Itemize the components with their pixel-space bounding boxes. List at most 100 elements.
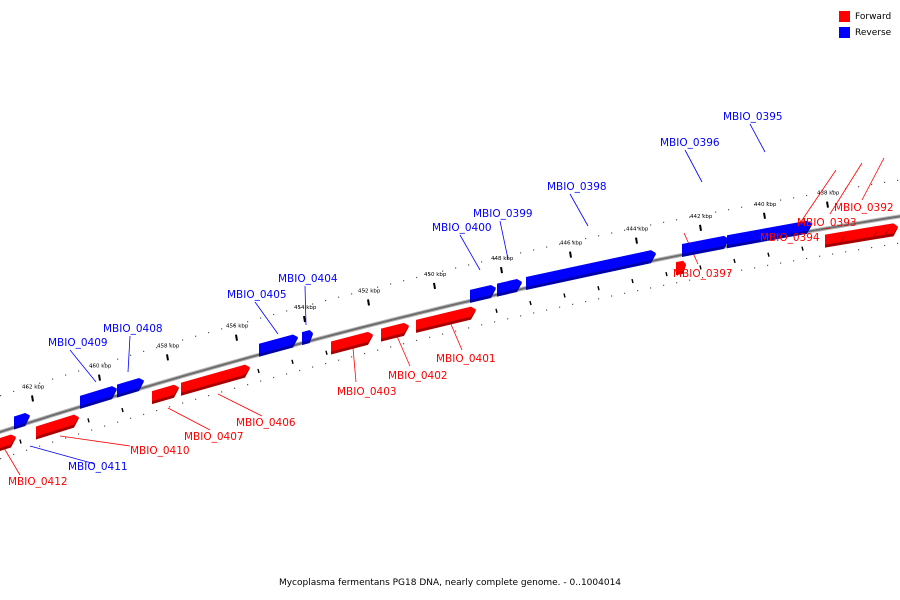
minor-tick — [563, 293, 566, 298]
upper-guide-dot — [390, 283, 392, 285]
minor-tick — [19, 439, 22, 444]
lower-guide-dot — [403, 343, 405, 345]
minor-tick — [121, 407, 124, 413]
gene-mbio_0399[interactable] — [497, 278, 522, 294]
gene-mbio_0404[interactable] — [302, 330, 313, 343]
upper-guide-dot — [442, 270, 444, 272]
minor-tick — [291, 359, 294, 364]
gene-mbio_0408[interactable] — [117, 378, 144, 395]
label-mbio_0411[interactable]: MBIO_0411 — [68, 461, 128, 473]
label-mbio_0406[interactable]: MBIO_0406 — [236, 417, 296, 429]
lower-guide-dot — [299, 369, 301, 372]
upper-guide-dot — [312, 303, 314, 305]
gene-mbio_0394[interactable] — [840, 226, 878, 243]
lower-guide-dot — [780, 262, 782, 264]
upper-guide-dot — [728, 209, 730, 211]
gene-mbio_0397[interactable] — [676, 260, 686, 273]
minor-tick — [733, 258, 736, 264]
gene-mbio_0400[interactable] — [470, 284, 496, 300]
upper-guide-dot — [858, 186, 860, 188]
label-mbio_0401[interactable]: MBIO_0401 — [436, 353, 496, 365]
label-mbio_0400[interactable]: MBIO_0400 — [432, 222, 492, 234]
lower-guide-dot — [624, 292, 626, 294]
leader-mbio_0407 — [167, 407, 211, 431]
lower-guide-dot — [273, 376, 275, 379]
label-mbio_0402[interactable]: MBIO_0402 — [388, 370, 448, 382]
upper-guide-dot — [611, 232, 613, 234]
upper-guide-dot — [494, 258, 496, 260]
upper-guide-dot — [247, 321, 249, 323]
leader-mbio_0411 — [29, 445, 96, 465]
gene-mbio_0411[interactable] — [14, 412, 30, 427]
lower-guide-dot — [247, 384, 249, 386]
upper-guide-dot — [676, 219, 678, 221]
gene-mbio_0406[interactable] — [181, 364, 250, 393]
gene-mbio_0409[interactable] — [80, 386, 117, 406]
upper-guide-dot — [130, 354, 132, 356]
scale-tick — [433, 282, 436, 290]
lower-guide-dot — [546, 309, 548, 311]
label-mbio_0393[interactable]: MBIO_0393 — [797, 217, 857, 229]
lower-guide-dot — [897, 242, 899, 244]
label-mbio_0407[interactable]: MBIO_0407 — [184, 431, 244, 443]
lower-guide-dot — [611, 295, 613, 297]
upper-guide-dot — [273, 313, 275, 316]
scale-label: 444 kbp — [626, 227, 649, 233]
upper-guide-dot — [806, 194, 808, 197]
lower-guide-dot — [845, 251, 847, 253]
gene-mbio_0403[interactable] — [331, 331, 373, 352]
gene-mbio_0402[interactable] — [381, 322, 409, 339]
upper-guide-dot — [520, 252, 522, 254]
scale-label: 462 kbp — [22, 384, 45, 390]
label-mbio_0409[interactable]: MBIO_0409 — [48, 337, 108, 349]
minor-tick — [325, 350, 328, 355]
gene-mbio_0393[interactable] — [873, 224, 889, 237]
lower-guide-dot — [481, 324, 483, 326]
lower-guide-dot — [455, 330, 457, 332]
label-mbio_0412[interactable]: MBIO_0412 — [8, 476, 68, 488]
scale-labels: 438 kbp 440 kbp 442 kbp 444 kbp 446 kbp 448 k… — [22, 191, 840, 391]
label-mbio_0392[interactable]: MBIO_0392 — [834, 202, 894, 214]
scale-label: 450 kbp — [424, 272, 447, 278]
upper-guide-dot — [650, 224, 652, 226]
lower-guide-dot — [559, 306, 561, 308]
lower-guide-dot — [39, 445, 41, 447]
label-mbio_0395[interactable]: MBIO_0395 — [723, 111, 783, 123]
upper-guide-dot — [156, 346, 158, 349]
gene-mbio_0407[interactable] — [152, 384, 179, 402]
gene-mbio_0395[interactable] — [727, 220, 812, 246]
upper-guide-dot — [741, 206, 743, 208]
label-mbio_0398[interactable]: MBIO_0398 — [547, 181, 607, 193]
lower-guide-dot — [325, 363, 327, 365]
leader-mbio_0403 — [352, 347, 357, 383]
lower-guide-dot — [208, 394, 210, 397]
upper-guide-dot — [897, 179, 899, 181]
label-mbio_0397[interactable]: MBIO_0397 — [673, 268, 733, 280]
lower-guide-dot — [104, 425, 106, 427]
gene-mbio_0405[interactable] — [259, 334, 298, 354]
gene-mbio_0396[interactable] — [682, 235, 729, 254]
lower-guide-dot — [286, 373, 288, 375]
upper-guide-dot — [559, 243, 561, 245]
gene-mbio_0401[interactable] — [416, 306, 476, 330]
label-mbio_0405[interactable]: MBIO_0405 — [227, 289, 287, 301]
scale-tick — [569, 251, 572, 258]
upper-guide-dot — [78, 370, 80, 372]
label-mbio_0396[interactable]: MBIO_0396 — [660, 137, 720, 149]
label-mbio_0403[interactable]: MBIO_0403 — [337, 386, 397, 398]
label-mbio_0394[interactable]: MBIO_0394 — [760, 232, 820, 244]
leader-mbio_0396 — [684, 149, 703, 183]
gene-mbio_0394_part[interactable] — [825, 232, 845, 245]
label-mbio_0404[interactable]: MBIO_0404 — [278, 273, 338, 285]
upper-guide-dot — [208, 331, 210, 334]
label-mbio_0410[interactable]: MBIO_0410 — [130, 445, 190, 457]
label-mbio_0408[interactable]: MBIO_0408 — [103, 323, 163, 335]
gene-mbio_0412[interactable] — [0, 434, 16, 449]
scale-label: 440 kbp — [754, 202, 777, 208]
label-mbio_0399[interactable]: MBIO_0399 — [473, 208, 533, 220]
upper-guide-dot — [429, 273, 431, 275]
upper-guide-dot — [260, 317, 262, 319]
gene-mbio_0398[interactable] — [526, 250, 656, 287]
upper-guide-dot — [195, 335, 197, 337]
gene-mbio_0410[interactable] — [36, 414, 79, 437]
